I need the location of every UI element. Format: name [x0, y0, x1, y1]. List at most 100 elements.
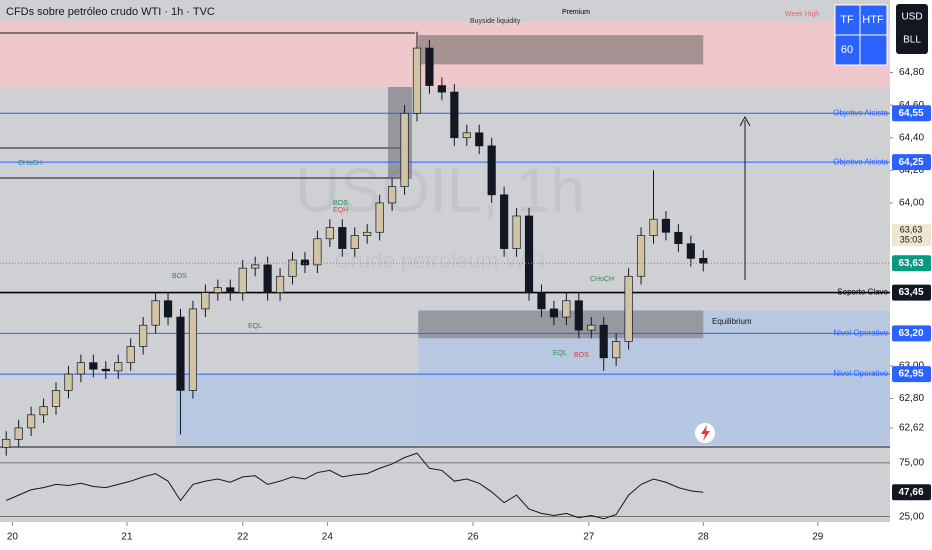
- currency-box[interactable]: [896, 4, 928, 54]
- candle-body: [139, 324, 148, 347]
- x-tick-label: 24: [322, 532, 334, 543]
- htf-label: HTF: [862, 14, 884, 26]
- candle-body: [313, 238, 322, 266]
- candle-body: [126, 346, 135, 364]
- candle-body: [2, 438, 11, 448]
- last-price-label: 63,63: [900, 225, 923, 235]
- price-axis: [890, 0, 932, 550]
- candle-body: [375, 202, 384, 233]
- y-tick-label: 64,60: [899, 100, 924, 111]
- price-box-label: 64,55: [898, 108, 923, 119]
- candle-body: [325, 227, 334, 240]
- tf-box: [834, 4, 861, 36]
- price-box: [892, 105, 931, 122]
- candle-body: [350, 235, 359, 249]
- x-tick-label: 27: [583, 532, 595, 543]
- candle-body: [300, 259, 310, 266]
- x-tick-label: 20: [7, 532, 19, 543]
- candle-body: [699, 258, 708, 264]
- tf-value: 60: [841, 44, 853, 56]
- price-box: [892, 366, 931, 383]
- candle-body: [437, 85, 446, 93]
- candle-body: [263, 264, 272, 293]
- annotation: EQH: [333, 207, 348, 214]
- candle-body: [226, 287, 235, 293]
- candle-body: [549, 308, 559, 318]
- candle-body: [213, 287, 222, 293]
- x-tick-label: 21: [121, 532, 133, 543]
- annotation: Week High: [785, 11, 819, 18]
- zone: [418, 35, 704, 65]
- candle-body: [574, 300, 583, 331]
- candle-body: [89, 362, 98, 370]
- candle-body: [14, 427, 23, 440]
- zone: [418, 310, 704, 339]
- y-tick-label: 62,62: [899, 423, 924, 434]
- x-tick-label: 29: [812, 532, 824, 543]
- candle-body: [636, 235, 646, 277]
- candle-body: [512, 215, 521, 249]
- price-box: [892, 154, 931, 171]
- countdown: 35:03: [900, 235, 923, 245]
- candle-body: [338, 227, 347, 249]
- level-text: Nivel Operativo: [833, 369, 888, 378]
- price-box-label: 64,25: [898, 157, 923, 168]
- candle-body: [425, 47, 434, 86]
- price-box-label: 63,45: [898, 287, 923, 298]
- price-box: [892, 325, 931, 342]
- candle-body: [487, 145, 496, 196]
- annotation: CHoCH: [18, 160, 42, 167]
- watermark: USOIL, 1h: [295, 156, 584, 225]
- candle-body: [500, 194, 509, 249]
- y-tick-label: 63,00: [899, 361, 924, 372]
- unit[interactable]: BLL: [903, 35, 921, 46]
- candle-body: [64, 373, 73, 391]
- candle-body: [275, 275, 285, 293]
- annotation: CHoCH: [590, 276, 614, 283]
- level-text: Soporte Clave: [837, 288, 888, 297]
- candle-body: [151, 300, 160, 326]
- arrow-head: [739, 115, 751, 127]
- candle-body: [562, 300, 571, 318]
- x-tick-label: 22: [237, 532, 249, 543]
- tf-label: TF: [840, 14, 854, 26]
- y-tick-label: 64,40: [899, 132, 924, 143]
- candle-body: [163, 300, 173, 318]
- candle-body: [649, 218, 658, 236]
- candle-body: [201, 292, 210, 310]
- candle-body: [388, 186, 397, 204]
- annotation: EQL: [248, 323, 262, 330]
- candle-body: [661, 218, 671, 233]
- time-axis: [0, 522, 932, 550]
- annotation: BOS: [333, 200, 348, 207]
- price-box-label: 62,95: [898, 369, 923, 380]
- watermark-sub: Crude petroleum WTI: [335, 248, 545, 273]
- y-tick-label: 64,20: [899, 165, 924, 176]
- annotation: EQL: [553, 350, 567, 357]
- y-tick-label: 62,80: [899, 393, 924, 404]
- candle-body: [475, 132, 484, 147]
- candle-body: [624, 275, 633, 342]
- candle-body: [450, 91, 459, 139]
- candle-body: [76, 362, 85, 375]
- candle-body: [39, 406, 48, 416]
- x-tick-label: 26: [467, 532, 479, 543]
- candle-body: [400, 112, 409, 187]
- candle-body: [251, 264, 260, 269]
- annotation: Buyside liquidity: [470, 18, 521, 25]
- currency[interactable]: USD: [901, 12, 922, 23]
- price-box: [892, 284, 931, 301]
- candle-body: [587, 324, 596, 331]
- level-text: Objetivo Alcista: [833, 157, 888, 166]
- y-tick-label: 64,80: [899, 67, 924, 78]
- candle-body: [288, 259, 297, 277]
- tf-value-box: [834, 34, 861, 66]
- candle-body: [101, 368, 110, 372]
- zone: [175, 374, 890, 445]
- candle-body: [412, 47, 422, 114]
- price-box-label: 63,20: [898, 328, 923, 339]
- annotation: BOS: [172, 273, 187, 280]
- candle-body: [537, 292, 546, 310]
